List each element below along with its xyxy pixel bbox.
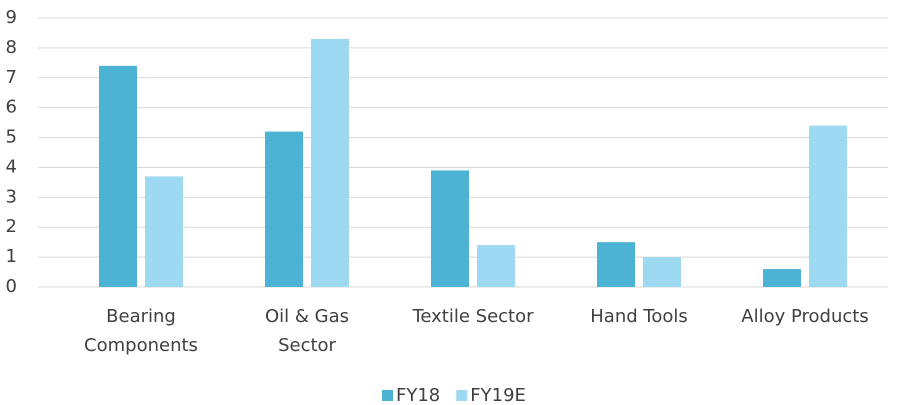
bar [643,257,681,287]
legend-label: FY18 [396,385,440,405]
y-tick-label: 9 [6,7,17,28]
legend-swatch [382,390,393,401]
bar [597,242,635,287]
y-tick-label: 3 [6,186,17,207]
y-tick-label: 7 [6,67,17,88]
bar [311,38,349,287]
y-tick-label: 5 [6,127,17,148]
bar [763,269,801,287]
y-tick-label: 1 [6,246,17,267]
x-tick-label: Bearing Components [84,306,198,356]
y-tick-label: 6 [6,97,17,118]
x-tick-label: Oil & Gas Sector [265,306,349,356]
x-tick-label: Alloy Products [741,306,868,327]
bar [265,131,303,287]
bar [145,176,183,287]
x-tick-label: Hand Tools [590,306,687,327]
legend-swatch [456,390,468,401]
legend-label: FY19E [470,385,526,405]
x-tick-label: Textile Sector [411,306,534,327]
y-tick-label: 2 [6,216,17,237]
bar [477,245,515,287]
bar [431,170,469,287]
bar [809,125,847,287]
y-tick-label: 0 [6,276,17,297]
bar [99,65,137,287]
y-tick-label: 8 [6,37,17,58]
y-tick-label: 4 [6,156,17,177]
